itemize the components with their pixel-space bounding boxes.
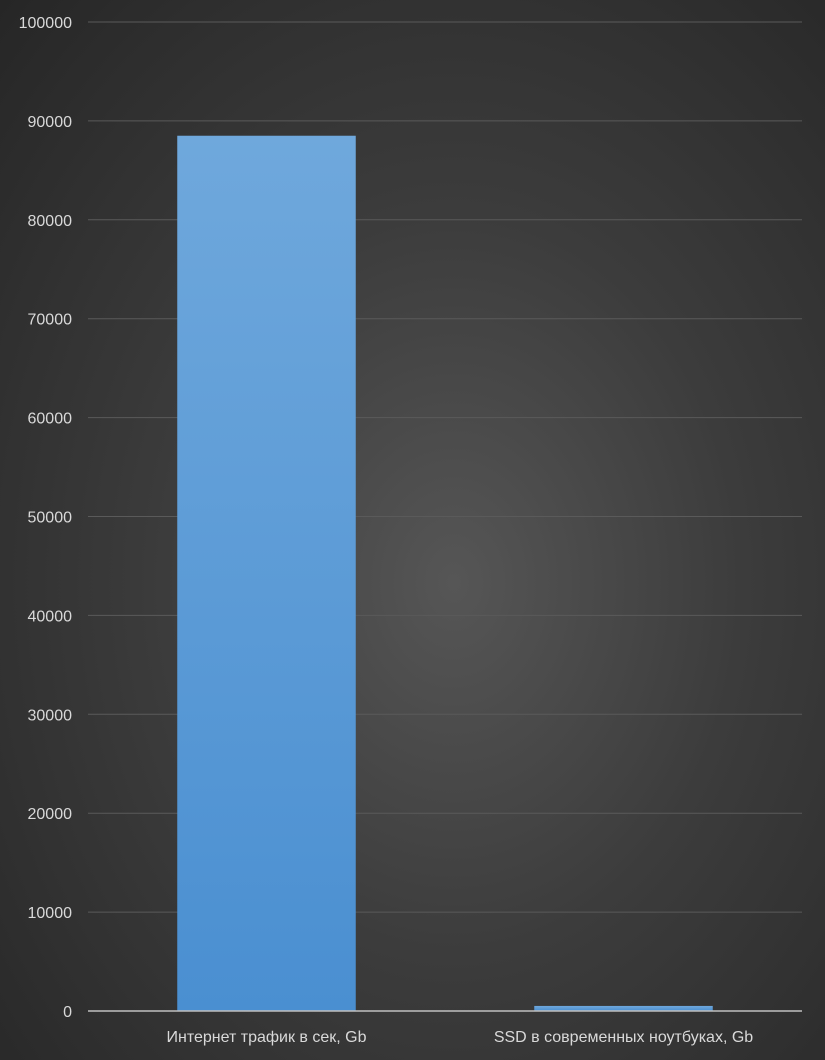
bars	[177, 135, 713, 1012]
y-tick-label: 70000	[28, 312, 73, 329]
x-tick-label: Интернет трафик в сек, Gb	[166, 1029, 366, 1046]
y-tick-label: 40000	[28, 608, 73, 625]
x-tick-label: SSD в современных ноутбуках, Gb	[494, 1029, 753, 1046]
bar	[534, 1005, 713, 1011]
y-tick-label: 100000	[19, 15, 72, 32]
y-tick-label: 80000	[28, 213, 73, 230]
y-tick-label: 90000	[28, 114, 73, 131]
x-axis-ticks: Интернет трафик в сек, Gb SSD в современн…	[166, 1029, 753, 1046]
y-tick-label: 0	[63, 1004, 72, 1021]
y-tick-label: 10000	[28, 905, 73, 922]
y-tick-label: 60000	[28, 411, 73, 428]
y-axis-ticks: 0 10000 20000 30000 40000 50000 60000 70000 8000…	[19, 15, 72, 1021]
y-tick-label: 30000	[28, 707, 73, 724]
y-tick-label: 20000	[28, 806, 73, 823]
bar	[177, 135, 356, 1012]
y-tick-label: 50000	[28, 510, 73, 527]
